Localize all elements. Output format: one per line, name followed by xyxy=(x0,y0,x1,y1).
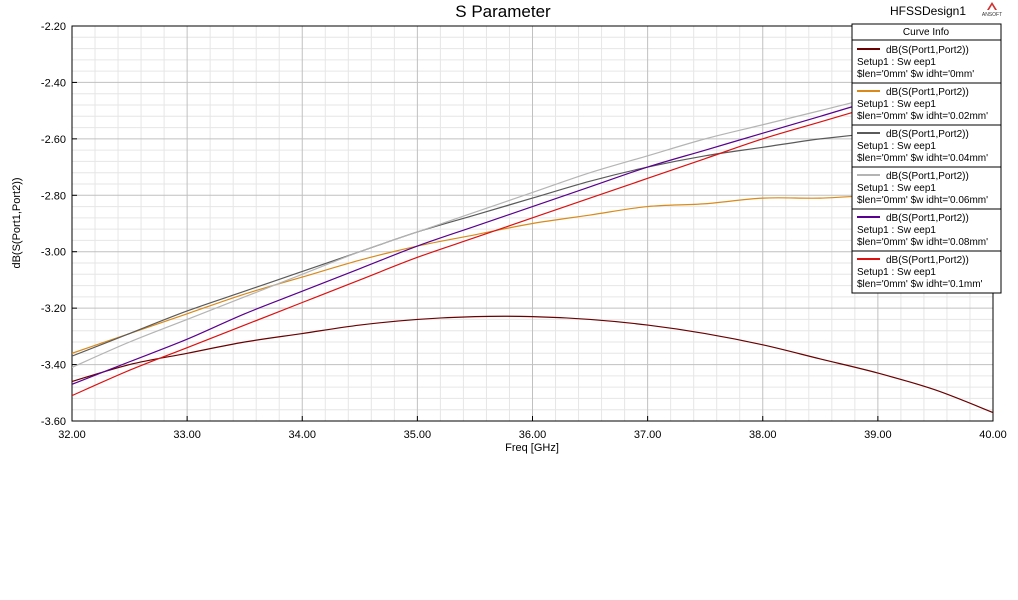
legend-series-name: dB(S(Port1,Port2)) xyxy=(886,171,969,182)
y-tick-label: -2.80 xyxy=(41,190,66,202)
x-tick-label: 34.00 xyxy=(288,429,316,441)
legend-series-name: dB(S(Port1,Port2)) xyxy=(886,45,969,56)
x-tick-label: 36.00 xyxy=(519,429,547,441)
series-line-5 xyxy=(72,70,993,385)
series-line-6 xyxy=(72,70,993,397)
x-tick-label: 35.00 xyxy=(404,429,432,441)
chart-title: S Parameter xyxy=(455,2,551,21)
x-axis-label: Freq [GHz] xyxy=(505,442,559,454)
legend-entry-4: dB(S(Port1,Port2))Setup1 : Sw eep1$len='… xyxy=(852,166,1001,206)
y-axis-label: dB(S(Port1,Port2)) xyxy=(11,177,23,268)
legend-params: $len='0mm' $w idht='0.06mm' xyxy=(857,195,988,206)
x-tick-label: 37.00 xyxy=(634,429,662,441)
legend-series-name: dB(S(Port1,Port2)) xyxy=(886,255,969,266)
legend-setup: Setup1 : Sw eep1 xyxy=(857,267,936,278)
series-line-3 xyxy=(72,126,993,357)
legend-entries: dB(S(Port1,Port2))Setup1 : Sw eep1$len='… xyxy=(852,45,1001,290)
x-tick-label: 32.00 xyxy=(58,429,86,441)
legend-series-name: dB(S(Port1,Port2)) xyxy=(886,87,969,98)
y-tick-label: -3.20 xyxy=(41,303,66,315)
legend-setup: Setup1 : Sw eep1 xyxy=(857,141,936,152)
y-tick-label: -2.20 xyxy=(41,21,66,33)
x-tick-label: 33.00 xyxy=(173,429,201,441)
series-line-1 xyxy=(72,315,993,414)
legend-title: Curve Info xyxy=(903,27,950,38)
x-tick-label: 38.00 xyxy=(749,429,777,441)
series-layer xyxy=(72,70,993,414)
x-axis: 32.00 33.00 34.00 35.00 36.00 37.00 38.00 39.00… xyxy=(58,416,1007,441)
y-tick-label: -3.40 xyxy=(41,360,66,372)
y-axis: -2.20 -2.40 -2.60 -2.80 -3.00 -3.20 -3.40 -3.60 xyxy=(41,21,77,428)
legend-setup: Setup1 : Sw eep1 xyxy=(857,99,936,110)
y-tick-label: -2.40 xyxy=(41,77,66,89)
legend-setup: Setup1 : Sw eep1 xyxy=(857,225,936,236)
x-tick-label: 39.00 xyxy=(864,429,892,441)
legend-entry-5: dB(S(Port1,Port2))Setup1 : Sw eep1$len='… xyxy=(852,208,1001,248)
legend-params: $len='0mm' $w idht='0mm' xyxy=(857,69,974,80)
legend-entry-1: dB(S(Port1,Port2))Setup1 : Sw eep1$len='… xyxy=(857,45,974,80)
legend-box xyxy=(851,23,1002,294)
x-tick-label: 40.00 xyxy=(979,429,1007,441)
y-tick-label: -3.00 xyxy=(41,247,66,259)
y-tick-label: -3.60 xyxy=(41,416,66,428)
series-line-4 xyxy=(72,76,993,368)
series-line-2 xyxy=(72,194,993,354)
legend-series-name: dB(S(Port1,Port2)) xyxy=(886,213,969,224)
design-name: HFSSDesign1 xyxy=(890,4,966,18)
legend-params: $len='0mm' $w idht='0.04mm' xyxy=(857,153,988,164)
svg-text:ANSOFT: ANSOFT xyxy=(982,12,1002,18)
legend-params: $len='0mm' $w idht='0.08mm' xyxy=(857,237,988,248)
legend-series-name: dB(S(Port1,Port2)) xyxy=(886,129,969,140)
legend-entry-3: dB(S(Port1,Port2))Setup1 : Sw eep1$len='… xyxy=(852,124,1001,164)
legend-setup: Setup1 : Sw eep1 xyxy=(857,57,936,68)
legend-setup: Setup1 : Sw eep1 xyxy=(857,183,936,194)
legend-entry-2: dB(S(Port1,Port2))Setup1 : Sw eep1$len='… xyxy=(852,82,1001,122)
legend: Curve Info dB(S(Port1,Port2))Setup1 : Sw… xyxy=(851,23,1002,294)
legend-params: $len='0mm' $w idht='0.1mm' xyxy=(857,279,983,290)
legend-entry-6: dB(S(Port1,Port2))Setup1 : Sw eep1$len='… xyxy=(852,250,1001,290)
ansoft-logo: ANSOFT xyxy=(982,2,1002,18)
y-tick-label: -2.60 xyxy=(41,134,66,146)
legend-params: $len='0mm' $w idht='0.02mm' xyxy=(857,111,988,122)
